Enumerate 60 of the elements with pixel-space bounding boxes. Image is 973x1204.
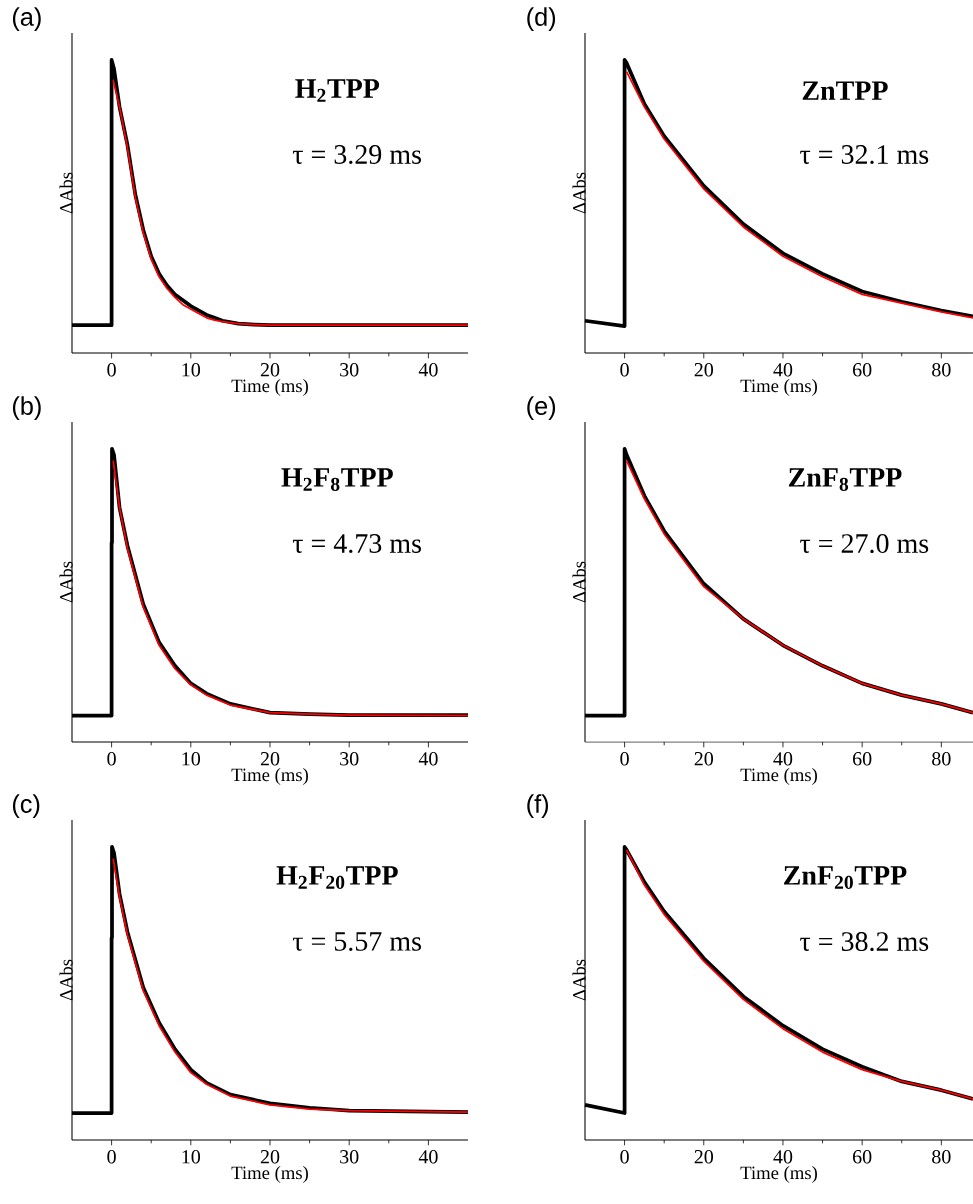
x-tick-label: 40 [773,752,793,766]
x-axis-title: Time (ms) [231,379,308,396]
annotation: τ = 5.57 ms [292,932,421,951]
chart-title: (d) [527,7,556,31]
x-axis-title: Time (ms) [231,768,308,785]
x-tick-label: 10 [182,1150,201,1164]
chart-title: (c) [12,794,40,818]
x-axis-title: Time (ms) [740,379,817,396]
y-axis-title: ΔAbs [59,172,73,214]
annotation: ZnF$_{20}$TPP [784,866,907,889]
y-axis-title: ΔAbs [59,959,73,1001]
x-tick-label: 0 [107,752,116,766]
x-tick-label: 20 [260,363,280,377]
x-tick-label: 30 [340,363,359,377]
annotation: τ = 38.2 ms [800,932,929,952]
annotation: H$_{2}$F$_{20}$TPP [276,866,398,889]
x-tick-label: 20 [694,1150,714,1164]
chart-title: (f) [527,794,549,818]
x-axis-title: Time (ms) [231,1166,308,1183]
x-tick-label: 10 [182,363,201,377]
chart-title: (a) [12,7,41,31]
annotation: ZnTPP [802,81,888,100]
x-tick-label: 40 [418,752,438,766]
annotation: ZnF$_{8}$TPP [788,468,902,491]
x-tick-label: 60 [853,1150,872,1164]
x-tick-label: 0 [620,363,629,377]
x-tick-label: 40 [418,363,438,377]
y-axis-title: ΔAbs [572,561,586,603]
x-tick-label: 0 [620,1150,629,1164]
x-tick-label: 20 [260,752,280,766]
x-tick-label: 40 [418,1150,438,1164]
annotation: H$_{2}$F$_{8}$TPP [281,468,393,491]
x-tick-label: 80 [932,363,951,377]
y-axis-title: ΔAbs [572,172,586,214]
x-tick-label: 60 [853,363,872,377]
x-tick-label: 10 [182,752,201,766]
x-tick-label: 20 [260,1150,280,1164]
chart-title: (b) [12,396,41,420]
x-tick-label: 80 [932,1150,951,1164]
x-tick-label: 40 [773,1150,793,1164]
y-axis-title: ΔAbs [59,561,73,603]
annotation: τ = 3.29 ms [292,145,421,165]
x-tick-label: 0 [107,1150,116,1164]
x-axis-title: Time (ms) [740,1166,817,1183]
x-tick-label: 20 [694,363,714,377]
x-tick-label: 80 [932,752,951,766]
x-tick-label: 60 [853,752,872,766]
x-tick-label: 0 [107,363,116,377]
chart-title: (e) [527,396,556,420]
y-axis-title: ΔAbs [572,959,586,1001]
x-tick-label: 20 [694,752,714,766]
x-tick-label: 30 [340,1150,359,1164]
x-tick-label: 30 [340,752,359,766]
annotation: τ = 4.73 ms [292,534,421,554]
annotation: τ = 32.1 ms [800,145,929,165]
annotation: τ = 27.0 ms [800,534,929,554]
x-tick-label: 0 [620,752,629,766]
x-tick-label: 40 [773,363,793,377]
x-axis-title: Time (ms) [740,768,817,785]
annotation: H$_{2}$TPP [295,79,380,102]
